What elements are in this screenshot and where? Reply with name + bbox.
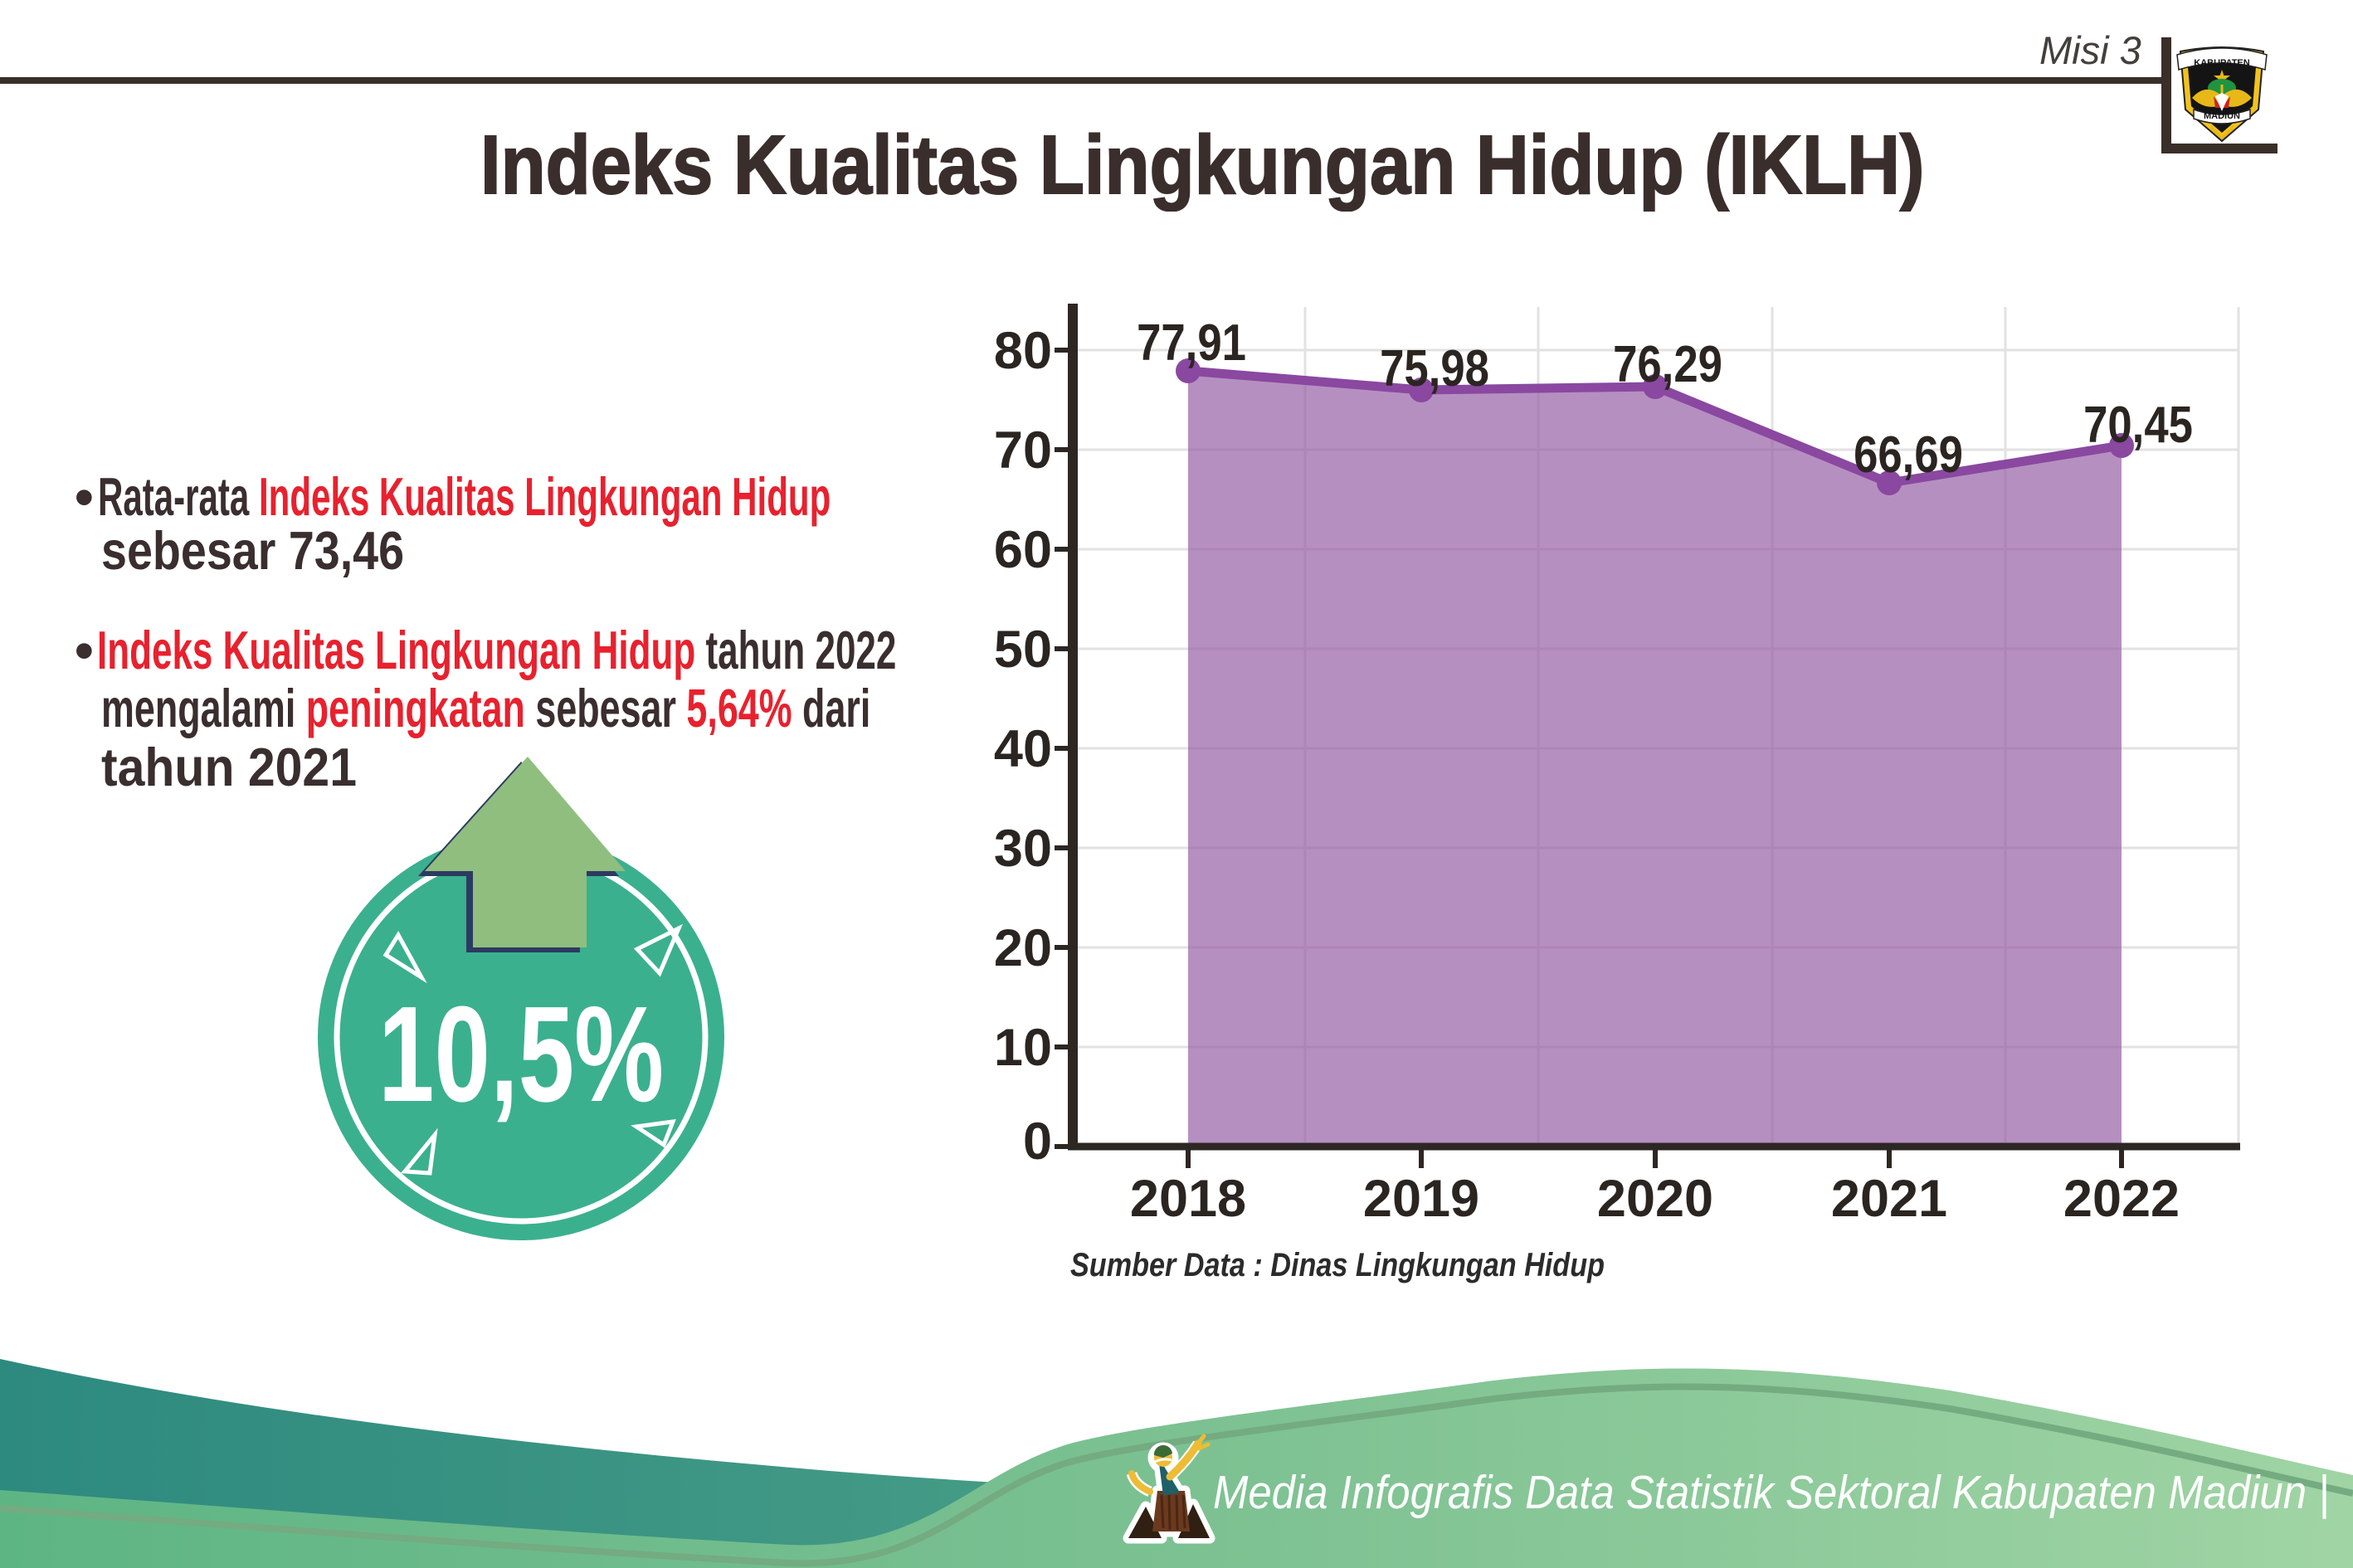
svg-text:10,5%: 10,5% [378,977,664,1130]
svg-text:2020: 2020 [1597,1170,1713,1228]
svg-text:77,91: 77,91 [1137,314,1246,372]
svg-text:66,69: 66,69 [1854,426,1963,484]
svg-text:20: 20 [994,919,1052,977]
svg-text:75,98: 75,98 [1380,340,1489,397]
svg-text:2021: 2021 [1831,1170,1947,1228]
svg-text:60: 60 [994,521,1052,579]
svg-text:30: 30 [994,820,1052,878]
svg-text:0: 0 [1023,1113,1052,1171]
svg-text:2022: 2022 [2063,1170,2180,1228]
svg-text:Sumber Data : Dinas Lingkungan: Sumber Data : Dinas Lingkungan Hidup [1070,1245,1605,1283]
svg-text:80: 80 [994,322,1052,380]
svg-text:MADIUN: MADIUN [2204,111,2240,121]
svg-text:10: 10 [994,1019,1052,1077]
svg-text:70,45: 70,45 [2083,397,2193,454]
svg-text:50: 50 [994,621,1052,679]
svg-text:70: 70 [994,421,1052,480]
svg-text:KABUPATEN: KABUPATEN [2194,58,2249,68]
svg-text:2018: 2018 [1130,1170,1246,1228]
svg-text:Media Infografis Data Statisti: Media Infografis Data Statistik Sektoral… [1213,1466,2329,1518]
svg-text:2019: 2019 [1363,1170,1479,1228]
svg-text:76,29: 76,29 [1613,336,1722,393]
svg-text:40: 40 [994,720,1052,778]
